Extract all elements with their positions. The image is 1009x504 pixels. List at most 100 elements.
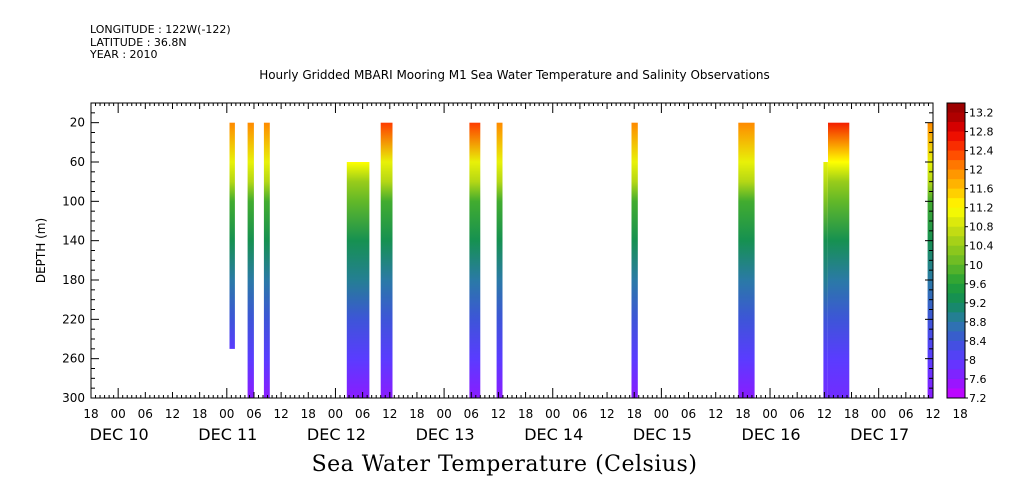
y-axis-label: DEPTH (m) <box>34 218 48 283</box>
colorbar-swatch <box>947 293 965 304</box>
colorbar-swatch <box>947 378 965 389</box>
temperature-profile-1 <box>229 122 235 349</box>
x-hour-label: 12 <box>165 407 180 421</box>
temperature-profile-7 <box>496 122 503 398</box>
colorbar-swatch <box>947 274 965 285</box>
x-date-label: DEC 17 <box>850 425 909 444</box>
y-tick-label: 20 <box>70 116 85 130</box>
x-date-label: DEC 14 <box>524 425 583 444</box>
x-hour-label: 00 <box>328 407 343 421</box>
colorbar-swatch <box>947 236 965 247</box>
x-hour-label: 18 <box>953 407 968 421</box>
x-hour-label: 18 <box>518 407 533 421</box>
colorbar-swatch <box>947 188 965 199</box>
colorbar-swatch <box>947 141 965 151</box>
x-hour-label: 12 <box>273 407 288 421</box>
x-date-label: DEC 15 <box>633 425 692 444</box>
colorbar-swatch <box>947 359 965 370</box>
x-hour-label: 00 <box>654 407 669 421</box>
y-tick-label: 260 <box>62 352 85 366</box>
colorbar-swatch <box>947 217 965 228</box>
y-tick-label: 180 <box>62 273 85 287</box>
x-hour-label: 00 <box>762 407 777 421</box>
x-hour-label: 06 <box>246 407 261 421</box>
x-hour-label: 18 <box>192 407 207 421</box>
x-hour-label: 00 <box>436 407 451 421</box>
temperature-profile-2 <box>247 122 254 398</box>
latitude-label: LATITUDE : 36.8N <box>90 35 187 49</box>
temperature-profile-9 <box>738 122 755 398</box>
x-date-label: DEC 10 <box>90 425 149 444</box>
y-tick-label: 60 <box>70 155 85 169</box>
x-hour-label: 12 <box>491 407 506 421</box>
colorbar-swatch <box>947 369 965 380</box>
temperature-profile-8 <box>631 122 638 398</box>
colorbar-label: 7.6 <box>969 373 987 386</box>
colorbar-swatch <box>947 331 965 342</box>
colorbar-swatch <box>947 312 965 323</box>
plot-border <box>90 102 934 399</box>
metadata-block: LONGITUDE : 122W(-122) LATITUDE : 36.8N … <box>90 23 231 62</box>
colorbar-label: 12 <box>969 164 983 177</box>
colorbar-swatch <box>947 226 965 237</box>
colorbar-swatch <box>947 207 965 218</box>
colorbar-swatch <box>947 283 965 294</box>
colorbar-swatch <box>947 112 965 123</box>
temperature-profile-6 <box>469 122 481 398</box>
colorbar-label: 8.8 <box>969 316 987 329</box>
x-hour-label: 06 <box>355 407 370 421</box>
x-hour-label: 06 <box>898 407 913 421</box>
x-hour-label: 06 <box>790 407 805 421</box>
temperature-profile-5 <box>380 122 393 398</box>
colorbar-swatch <box>947 179 965 190</box>
x-hour-label: 12 <box>817 407 832 421</box>
colorbar-swatch <box>947 321 965 332</box>
temperature-profile-10 <box>823 162 828 398</box>
colorbar-swatch <box>947 255 965 266</box>
colorbar-swatch <box>947 388 965 399</box>
x-hour-label: 18 <box>301 407 316 421</box>
colorbar-border <box>946 102 966 399</box>
x-hour-label: 18 <box>83 407 98 421</box>
colorbar-label: 8 <box>969 354 976 367</box>
x-hour-label: 06 <box>681 407 696 421</box>
x-hour-label: 18 <box>735 407 750 421</box>
colorbar-label: 12.8 <box>969 126 994 139</box>
colorbar-label: 11.2 <box>969 202 994 215</box>
colorbar-swatch <box>947 160 965 171</box>
y-tick-label: 300 <box>62 391 85 405</box>
colorbar-label: 12.4 <box>969 145 994 158</box>
y-tick-label: 140 <box>62 234 85 248</box>
x-hour-label: 18 <box>844 407 859 421</box>
colorbar-label: 11.6 <box>969 183 994 196</box>
profiles-layer <box>229 122 933 398</box>
temperature-profile-11 <box>828 122 850 398</box>
colorbar-swatch <box>947 103 965 113</box>
x-date-label: DEC 12 <box>307 425 366 444</box>
colorbar-swatch <box>947 340 965 351</box>
x-hour-label: 06 <box>572 407 587 421</box>
y-tick-label: 220 <box>62 312 85 326</box>
x-hour-label: 18 <box>409 407 424 421</box>
x-hour-label: 06 <box>138 407 153 421</box>
x-hour-label: 12 <box>925 407 940 421</box>
x-hour-label: 12 <box>382 407 397 421</box>
colorbar-swatch <box>947 302 965 313</box>
colorbar-swatch <box>947 131 965 142</box>
temperature-profile-4 <box>346 162 370 398</box>
colorbar-label: 7.2 <box>969 392 987 405</box>
colorbar-swatch <box>947 122 965 132</box>
colorbar-swatch <box>947 150 965 161</box>
x-hour-label: 18 <box>627 407 642 421</box>
colorbar-label: 8.4 <box>969 335 987 348</box>
colorbar-label: 9.6 <box>969 278 987 291</box>
x-hour-label: 12 <box>599 407 614 421</box>
colorbar-label: 10.8 <box>969 221 994 234</box>
chart-title: Hourly Gridded MBARI Mooring M1 Sea Wate… <box>259 68 770 82</box>
axes: 20 60 100 140 180 220 260 300 DEPTH (m) 18 00 06 12 1… <box>34 103 968 444</box>
x-hour-label: 00 <box>111 407 126 421</box>
x-date-label: DEC 11 <box>198 425 257 444</box>
y-tick-label: 100 <box>62 194 85 208</box>
x-hour-label: 00 <box>219 407 234 421</box>
